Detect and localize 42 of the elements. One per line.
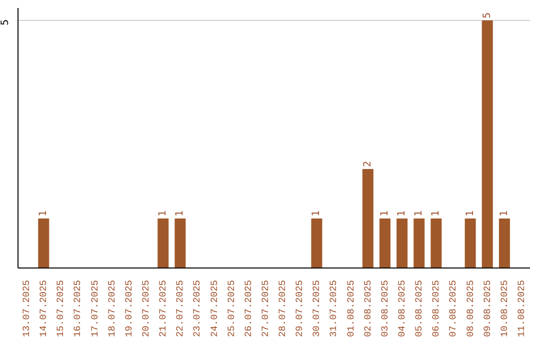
x-tick-label: 21.07.2025: [158, 280, 169, 338]
x-tick-label: 10.08.2025: [498, 280, 510, 338]
x-tick-label: 25.07.2025: [226, 280, 237, 338]
x-tick-label: 20.07.2025: [140, 280, 152, 338]
x-tick-label: 31.07.2025: [328, 280, 340, 338]
data-label: 1: [38, 210, 50, 216]
data-label: 5: [482, 12, 493, 18]
x-tick-label: 06.08.2025: [430, 280, 442, 338]
data-label: 1: [430, 210, 442, 216]
x-tick-label: 29.07.2025: [294, 280, 306, 338]
x-tick-label: 13.07.2025: [21, 280, 32, 338]
x-tick-label: 17.07.2025: [89, 280, 100, 338]
x-tick-label: 14.07.2025: [38, 280, 50, 338]
data-label: 1: [414, 210, 425, 216]
x-tick-label: 16.07.2025: [72, 280, 84, 338]
x-tick-label: 19.07.2025: [123, 280, 134, 338]
x-tick-label: 11.08.2025: [516, 280, 527, 338]
x-tick-label: 27.07.2025: [260, 280, 271, 338]
x-tick-label: 30.07.2025: [311, 280, 322, 338]
data-label: 1: [311, 210, 322, 216]
x-tick-label: 09.08.2025: [482, 280, 493, 338]
x-tick-label: 04.08.2025: [396, 280, 408, 338]
x-tick-label: 24.07.2025: [208, 280, 220, 338]
data-label: 1: [379, 210, 390, 216]
data-label: 1: [464, 210, 476, 216]
x-tick-label: 07.08.2025: [448, 280, 459, 338]
data-label: 1: [396, 210, 408, 216]
x-tick-label: 03.08.2025: [379, 280, 390, 338]
x-tick-label: 26.07.2025: [242, 280, 254, 338]
data-label: 1: [158, 210, 169, 216]
x-tick-label: 22.07.2025: [174, 280, 186, 338]
data-label: 1: [174, 210, 186, 216]
x-tick-label: 18.07.2025: [106, 280, 118, 338]
x-tick-label: 02.08.2025: [362, 280, 374, 338]
x-tick-label: 08.08.2025: [464, 280, 476, 338]
x-tick-label: 05.08.2025: [414, 280, 425, 338]
data-label: 2: [362, 160, 374, 167]
x-tick-label: 15.07.2025: [55, 280, 66, 338]
x-tick-label: 23.07.2025: [192, 280, 203, 338]
x-tick-label: 01.08.2025: [345, 280, 356, 338]
data-label: 1: [498, 210, 510, 216]
x-tick-label: 28.07.2025: [277, 280, 288, 338]
